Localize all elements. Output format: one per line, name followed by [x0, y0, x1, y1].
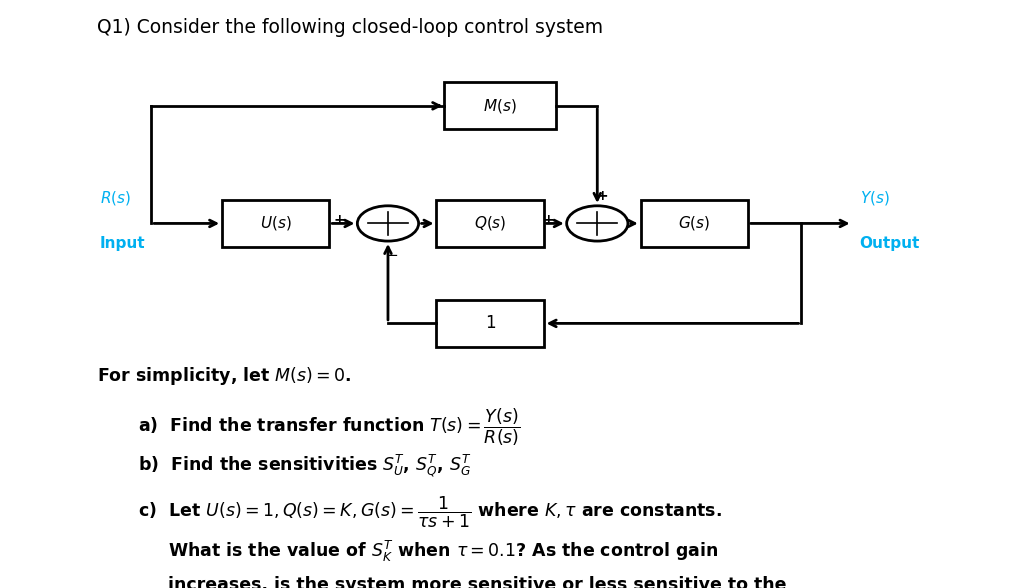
Text: $R(s)$: $R(s)$ — [100, 189, 131, 207]
Text: What is the value of $S_K^T$ when $\tau = 0.1$? As the control gain: What is the value of $S_K^T$ when $\tau … — [168, 539, 719, 563]
Text: Input: Input — [100, 236, 146, 252]
Text: $-$: $-$ — [386, 246, 398, 261]
Text: $U(s)$: $U(s)$ — [260, 215, 291, 232]
Text: +: + — [334, 213, 345, 228]
Text: $Y(s)$: $Y(s)$ — [860, 189, 889, 207]
Text: For simplicity, let $M(s) = 0$.: For simplicity, let $M(s) = 0$. — [97, 365, 351, 386]
Text: +: + — [543, 213, 554, 228]
Text: b)  Find the sensitivities $S_U^T$, $S_Q^T$, $S_G^T$: b) Find the sensitivities $S_U^T$, $S_Q^… — [138, 453, 472, 479]
Text: Q1) Consider the following closed-loop control system: Q1) Consider the following closed-loop c… — [97, 18, 603, 36]
Text: +: + — [596, 189, 609, 203]
Bar — [436, 300, 543, 347]
Bar — [223, 200, 329, 247]
Bar — [436, 200, 543, 247]
Text: increases, is the system more sensitive or less sensitive to the: increases, is the system more sensitive … — [168, 576, 787, 588]
Circle shape — [357, 206, 419, 241]
Text: $M(s)$: $M(s)$ — [484, 97, 517, 115]
Bar — [444, 82, 556, 129]
Circle shape — [567, 206, 628, 241]
Text: $Q(s)$: $Q(s)$ — [474, 215, 506, 232]
Bar — [641, 200, 747, 247]
Text: a)  Find the transfer function $T(s) = \dfrac{Y(s)}{R(s)}$: a) Find the transfer function $T(s) = \d… — [138, 406, 521, 448]
Text: c)  Let $U(s) = 1, Q(s) = K, G(s) = \dfrac{1}{\tau s+1}$ where $K, \tau$ are con: c) Let $U(s) = 1, Q(s) = K, G(s) = \dfra… — [138, 495, 722, 530]
Text: Output: Output — [860, 236, 920, 252]
Text: $1$: $1$ — [485, 315, 495, 332]
Text: $G(s)$: $G(s)$ — [678, 215, 711, 232]
